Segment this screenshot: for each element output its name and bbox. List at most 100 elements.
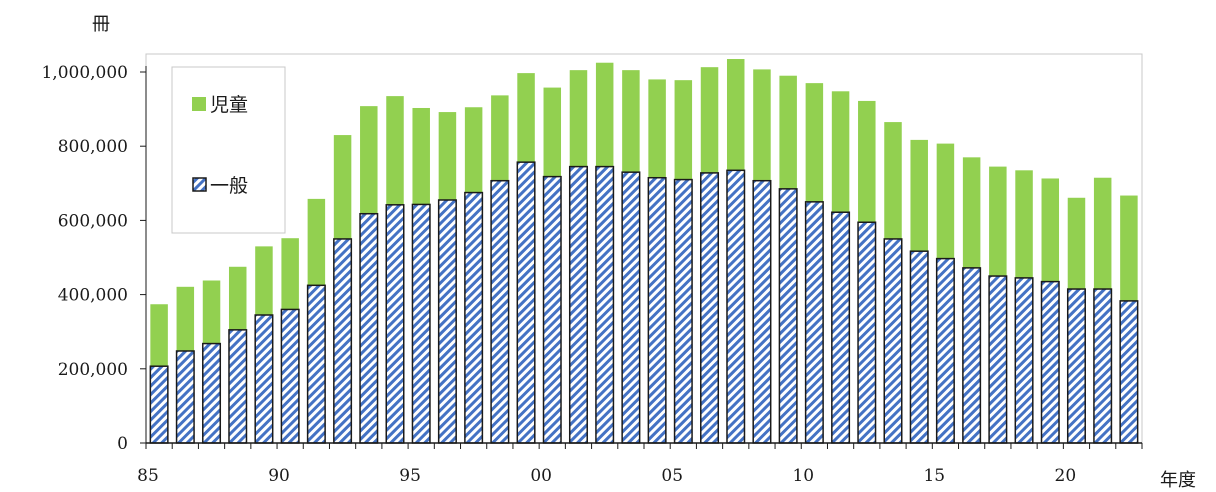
- y-axis-unit-label: 冊: [92, 14, 110, 35]
- bar-children: [543, 87, 562, 177]
- bar-general: [1066, 288, 1086, 444]
- bar-general: [385, 204, 405, 444]
- x-axis: 85 90 95 00 05 10 15 20: [137, 442, 1143, 486]
- bar-children: [753, 69, 771, 181]
- x-axis-unit-label: 年度: [1160, 470, 1196, 491]
- bar-general: [437, 199, 457, 444]
- bar-children: [333, 135, 352, 239]
- bar-children: [464, 107, 483, 193]
- bar-general: [490, 179, 510, 444]
- x-tick-label: 90: [268, 466, 290, 486]
- bar-general: [568, 165, 588, 444]
- bar-general: [647, 176, 667, 444]
- bar-general: [988, 275, 1008, 444]
- bar-general: [831, 211, 851, 444]
- legend-frame: [171, 66, 286, 234]
- x-tick-label: 20: [1055, 466, 1077, 486]
- bar-general: [254, 314, 274, 444]
- bar-children: [674, 80, 693, 180]
- bar-general: [149, 365, 169, 444]
- bar-general: [280, 308, 300, 444]
- legend-label-children: 児童: [210, 94, 248, 116]
- bar-children: [700, 67, 719, 173]
- bar-general: [516, 161, 536, 444]
- bar-general: [411, 203, 431, 444]
- bar-children: [1041, 178, 1060, 282]
- legend-swatch-general: [192, 177, 207, 192]
- bar-general: [935, 257, 955, 444]
- y-axis: 0 200,000 400,000 600,000 800,000 1,000,000: [41, 63, 147, 454]
- bar-children: [360, 106, 378, 214]
- bar-children: [884, 122, 902, 239]
- bar-children: [1015, 170, 1033, 278]
- bar-children: [805, 83, 824, 202]
- y-tick-label: 1,000,000: [41, 63, 128, 83]
- y-tick-label: 600,000: [58, 211, 128, 231]
- x-tick-label: 95: [399, 466, 421, 486]
- bar-general: [464, 191, 484, 444]
- x-tick-label: 10: [792, 466, 814, 486]
- x-tick-label: 15: [923, 466, 945, 486]
- bar-children: [595, 62, 614, 167]
- bar-general: [333, 238, 353, 444]
- bar-general: [1119, 300, 1139, 444]
- y-tick-label: 200,000: [58, 360, 128, 380]
- x-tick-label: 85: [137, 466, 159, 486]
- bar-children: [648, 79, 666, 178]
- bar-general: [962, 267, 982, 444]
- bar-children: [307, 198, 326, 286]
- bar-general: [673, 178, 693, 444]
- bar-children: [438, 112, 457, 200]
- bar-children: [150, 304, 168, 367]
- bar-children: [858, 100, 876, 223]
- bar-general: [228, 329, 248, 444]
- bar-children: [779, 75, 797, 189]
- bar-general: [752, 179, 772, 444]
- bar-children: [281, 238, 299, 310]
- bar-children: [517, 73, 535, 163]
- bar-general: [542, 175, 562, 444]
- bar-general: [621, 171, 641, 444]
- bar-children: [228, 266, 247, 330]
- x-tick-label: 00: [530, 466, 552, 486]
- legend: 児童 一般: [171, 66, 286, 234]
- bar-general: [1040, 280, 1060, 444]
- bar-children: [726, 59, 745, 171]
- bar-children: [1067, 197, 1086, 290]
- bar-general: [883, 238, 903, 444]
- bar-children: [962, 157, 981, 268]
- bar-children: [910, 139, 928, 252]
- bar-children: [569, 70, 588, 167]
- bar-children: [255, 246, 273, 316]
- bar-general: [700, 172, 720, 444]
- bar-children: [936, 143, 955, 259]
- bar-general: [909, 250, 929, 444]
- bar-general: [1014, 277, 1034, 444]
- bar-children: [412, 107, 430, 205]
- y-tick-label: 800,000: [58, 137, 128, 157]
- bar-children: [386, 96, 404, 205]
- bar-children: [1120, 195, 1138, 301]
- bar-general: [202, 342, 222, 444]
- bar-children: [831, 91, 850, 213]
- bar-children: [202, 280, 221, 344]
- bar-general: [359, 212, 379, 444]
- bar-general: [804, 201, 824, 444]
- x-tick-label: 05: [661, 466, 683, 486]
- bar-series-group: [149, 59, 1139, 444]
- bar-children: [176, 286, 195, 351]
- bar-general: [595, 165, 615, 444]
- y-tick-label: 0: [117, 434, 128, 454]
- bar-general: [175, 350, 195, 444]
- bar-general: [306, 284, 326, 444]
- bar-children: [622, 70, 640, 173]
- y-tick-label: 400,000: [58, 286, 128, 306]
- bar-children: [1093, 177, 1112, 290]
- bar-general: [726, 169, 746, 444]
- bar-general: [857, 221, 877, 444]
- bar-general: [778, 188, 798, 444]
- bar-children: [491, 95, 509, 181]
- bar-general: [1093, 288, 1113, 444]
- legend-label-general: 一般: [210, 175, 248, 197]
